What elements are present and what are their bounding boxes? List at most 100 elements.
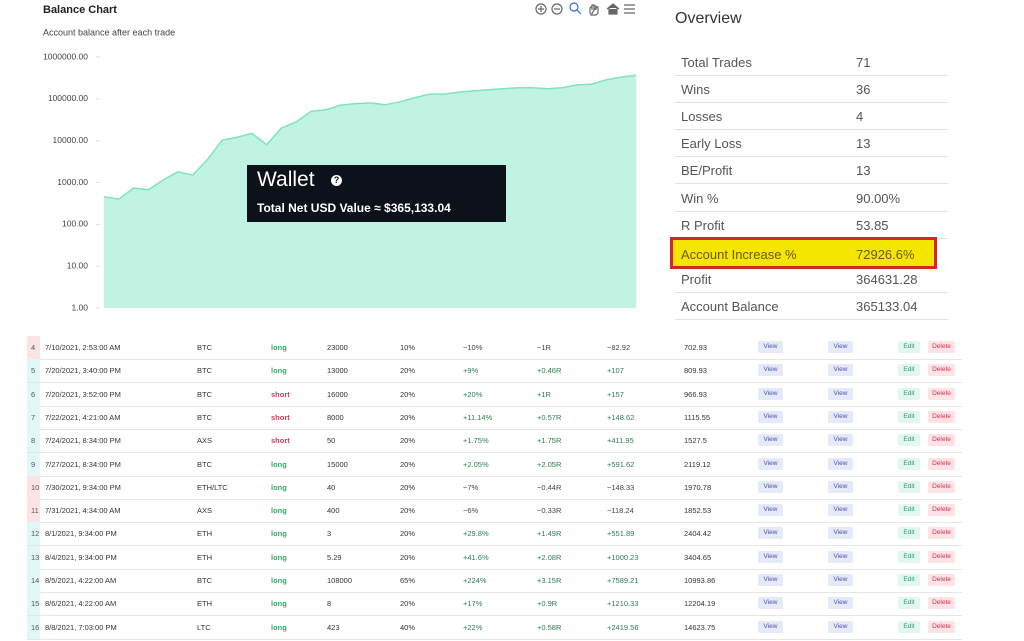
risk: 20% (400, 366, 416, 376)
action-button[interactable]: View (758, 504, 783, 517)
toolbar[interactable] (535, 2, 635, 16)
action-button[interactable]: View (758, 550, 783, 563)
trade-row: 15 8/6/2021, 4:22:00 AM ETH long 8 20% +17% +0.… (27, 592, 962, 617)
balance: 1970.78 (684, 482, 712, 492)
profit: +1000.23 (607, 552, 639, 562)
y-tick-label: 100000.00 (48, 93, 88, 103)
action-button[interactable]: Edit (898, 364, 920, 377)
action-button[interactable]: Edit (898, 387, 920, 400)
action-button[interactable]: View (758, 620, 783, 633)
overview-value: 36 (856, 82, 871, 98)
action-button[interactable]: Delete (928, 504, 955, 517)
date: 8/8/2021, 7:03:00 PM (45, 622, 117, 632)
action-button[interactable]: Edit (898, 620, 920, 633)
change: −6% (463, 506, 479, 516)
action-button[interactable]: Delete (928, 341, 955, 353)
action-button[interactable]: View (758, 597, 783, 610)
action-button[interactable]: Delete (928, 457, 955, 470)
action-button[interactable]: View (758, 387, 783, 400)
date: 7/31/2021, 4:34:00 AM (45, 506, 121, 516)
action-button[interactable]: Delete (928, 480, 955, 493)
row-number-cell: 16 (27, 615, 40, 639)
action-button[interactable]: Edit (898, 597, 920, 610)
action-button[interactable]: Edit (898, 480, 920, 493)
action-button[interactable]: Edit (898, 574, 920, 586)
action-button[interactable]: Delete (928, 387, 955, 400)
balance: 1852.53 (684, 506, 712, 516)
action-button[interactable]: View (758, 410, 783, 423)
risk: 20% (400, 412, 416, 422)
action-button[interactable]: View (758, 527, 783, 540)
overview-label: Losses (681, 109, 723, 125)
balance: 10993.86 (684, 576, 716, 585)
change: +41.6% (463, 552, 489, 562)
date: 7/27/2021, 8:34:00 PM (45, 459, 121, 469)
action-button[interactable]: View (828, 527, 853, 540)
action-button[interactable]: Delete (928, 550, 955, 563)
action-button[interactable]: View (828, 457, 853, 470)
amount: 50 (327, 436, 336, 446)
trade-row: 8 7/24/2021, 8:34:00 PM AXS short 50 20% +1.75… (27, 429, 962, 454)
action-button[interactable]: Edit (898, 434, 920, 447)
amount: 423 (327, 622, 340, 632)
action-button[interactable]: View (828, 574, 853, 586)
action-button[interactable]: View (828, 504, 853, 517)
action-button[interactable]: View (758, 341, 783, 353)
action-button[interactable]: View (758, 364, 783, 377)
area-line (103, 74, 637, 200)
action-button[interactable]: View (828, 434, 853, 447)
coin: LTC (197, 622, 211, 632)
action-button[interactable]: Delete (928, 364, 955, 377)
action-button[interactable]: View (758, 434, 783, 447)
action-button[interactable]: View (758, 574, 783, 586)
profit: +551.89 (607, 529, 635, 539)
y-tick-label: 10000.00 (53, 135, 89, 145)
risk: 20% (400, 529, 416, 539)
action-button[interactable]: View (758, 480, 783, 493)
row-number: 9 (31, 459, 36, 469)
row-number: 6 (31, 389, 36, 399)
action-button[interactable]: Delete (928, 620, 955, 633)
action-button[interactable]: View (828, 597, 853, 610)
y-tick-label: 1000000.00 (43, 51, 88, 61)
action-button[interactable]: Delete (928, 434, 955, 447)
overview-label: Wins (681, 82, 710, 98)
risk: 10% (400, 343, 416, 352)
action-button[interactable]: Edit (898, 504, 920, 517)
action-button[interactable]: Edit (898, 550, 920, 563)
action-button[interactable]: Edit (898, 457, 920, 470)
action-button[interactable]: Delete (928, 410, 955, 423)
overview-value: 71 (856, 55, 871, 70)
action-button[interactable]: Edit (898, 341, 920, 353)
trade-row: 12 8/1/2021, 9:34:00 PM ETH long 3 20% +29.8% +… (27, 522, 962, 547)
balance: 2404.42 (684, 529, 712, 539)
row-number-cell: 10 (27, 475, 40, 499)
trade-row: 16 8/8/2021, 7:03:00 PM LTC long 423 40% +22% +… (27, 615, 962, 640)
action-button[interactable]: Edit (898, 527, 920, 540)
action-button[interactable]: View (758, 457, 783, 470)
profit: +411.95 (607, 436, 634, 446)
help-icon[interactable]: ? (331, 175, 342, 186)
action-button[interactable]: View (828, 620, 853, 633)
action-button[interactable]: Delete (928, 597, 955, 610)
action-button[interactable]: View (828, 550, 853, 563)
action-button[interactable]: View (828, 341, 853, 353)
overview-row: Losses 4 (675, 102, 948, 131)
coin: BTC (197, 459, 212, 469)
action-button[interactable]: Edit (898, 410, 920, 423)
row-number-cell: 6 (27, 382, 40, 406)
action-button[interactable]: Delete (928, 574, 955, 586)
action-button[interactable]: View (828, 387, 853, 400)
action-button[interactable]: Delete (928, 527, 955, 540)
row-number-cell: 9 (27, 452, 40, 476)
coin: BTC (197, 389, 212, 399)
r-multiple: −0.33R (537, 506, 562, 516)
overview-value: 13 (856, 163, 871, 179)
row-number: 10 (31, 482, 40, 492)
row-number: 16 (31, 622, 40, 632)
balance: 1527.5 (684, 436, 707, 446)
action-button[interactable]: View (828, 364, 853, 377)
action-button[interactable]: View (828, 410, 853, 423)
action-button[interactable]: View (828, 480, 853, 493)
amount: 3 (327, 529, 332, 539)
